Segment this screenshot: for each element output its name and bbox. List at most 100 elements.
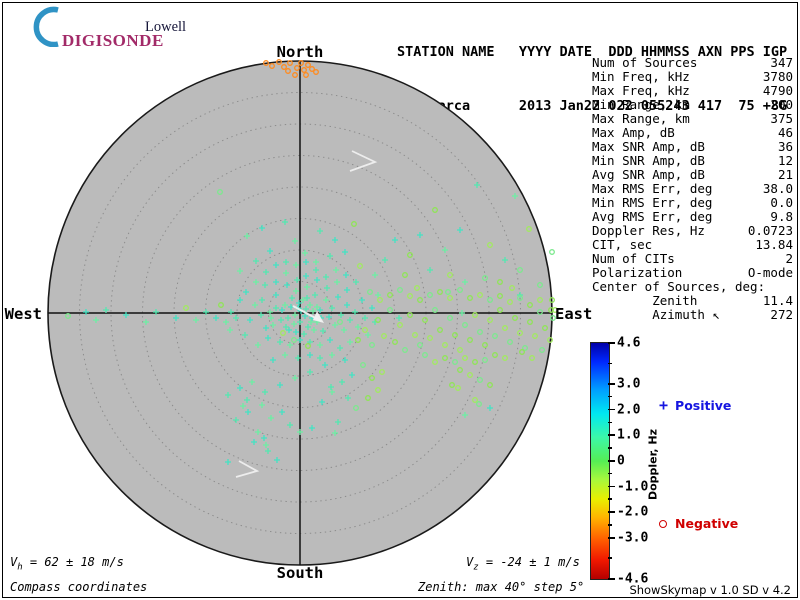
vertical-velocity-readout: Vz = -24 ± 1 m/s — [466, 555, 580, 572]
source-point-negative — [294, 65, 300, 71]
source-point-negative — [432, 207, 438, 213]
source-point-positive — [273, 262, 279, 268]
source-point-positive — [193, 317, 199, 323]
source-point-negative — [402, 347, 408, 353]
vh-value: = 62 ± 18 m/s — [22, 555, 124, 569]
info-value: 9.8 — [770, 209, 793, 224]
source-point-positive — [319, 399, 325, 405]
source-point-negative — [298, 60, 304, 66]
source-point-negative — [507, 299, 513, 305]
source-point-positive — [283, 324, 289, 330]
source-point-negative — [457, 367, 463, 373]
source-point-positive — [293, 329, 299, 335]
source-point-negative — [303, 72, 309, 78]
logo-digisonde-text: DIGISONDE — [62, 31, 164, 50]
horizontal-velocity-readout: Vh = 62 ± 18 m/s — [10, 555, 124, 572]
source-point-positive — [302, 250, 308, 256]
plus-symbol-icon: + — [659, 396, 669, 414]
source-point-negative — [375, 387, 381, 393]
source-point-positive — [317, 355, 323, 361]
source-point-positive — [277, 339, 283, 345]
source-point-positive — [259, 225, 265, 231]
source-point-positive — [512, 193, 518, 199]
info-row: Avg RMS Err, deg 9.8 — [592, 210, 793, 224]
source-point-negative — [467, 295, 473, 301]
source-point-positive — [293, 288, 299, 294]
source-point-negative — [539, 347, 545, 353]
info-value: 46 — [777, 125, 793, 140]
source-point-negative — [532, 333, 538, 339]
source-point-positive — [247, 317, 253, 323]
source-point-negative — [449, 382, 455, 388]
source-point-positive — [263, 269, 269, 275]
info-row: Num of CITs 2 — [592, 252, 793, 266]
legend-negative-label: Negative — [675, 516, 739, 531]
coordinate-system-note: Compass coordinates — [10, 580, 148, 594]
source-point-positive — [93, 317, 99, 323]
source-point-negative — [360, 362, 366, 368]
source-point-positive — [328, 384, 334, 390]
source-point-negative — [218, 302, 224, 308]
colorbar-major-tick — [608, 511, 615, 513]
source-point-negative — [365, 395, 371, 401]
source-point-negative — [552, 307, 558, 313]
source-point-positive — [301, 331, 307, 337]
source-point-positive — [285, 315, 291, 321]
source-point-positive — [244, 397, 250, 403]
info-row: Min RMS Err, deg 0.0 — [592, 196, 793, 210]
source-point-positive — [308, 319, 314, 325]
source-point-positive — [143, 319, 149, 325]
source-point-negative — [381, 333, 387, 339]
software-version-credit: ShowSkymap v 1.0 SD v 4.2 — [629, 583, 791, 597]
source-point-positive — [362, 315, 368, 321]
source-point-positive — [304, 284, 310, 290]
source-point-negative — [549, 297, 555, 303]
source-point-positive — [442, 247, 448, 253]
source-point-positive — [259, 402, 265, 408]
info-value: 2 — [785, 251, 793, 266]
source-point-negative — [379, 369, 385, 375]
compass-label-north: North — [276, 43, 324, 61]
legend-negative: Negative — [659, 516, 738, 531]
source-point-negative — [542, 325, 548, 331]
source-point-positive — [427, 267, 433, 273]
source-point-positive — [353, 279, 359, 285]
source-point-negative — [487, 297, 493, 303]
info-label: Center of Sources, deg: — [592, 279, 766, 294]
source-point-positive — [372, 272, 378, 278]
vz-subscript: z — [473, 562, 479, 573]
info-row: Num of Sources 347 — [592, 56, 793, 70]
source-point-negative — [512, 315, 518, 321]
info-row: Center of Sources, deg: — [592, 280, 793, 294]
source-point-positive — [223, 319, 229, 325]
source-point-negative — [492, 333, 498, 339]
source-point-negative — [477, 329, 483, 335]
source-point-positive — [237, 297, 243, 303]
source-point-negative — [522, 345, 528, 351]
source-point-positive — [263, 442, 269, 448]
source-point-positive — [345, 395, 351, 401]
info-row: Max Range, km 375 — [592, 112, 793, 126]
info-value: 200 — [770, 97, 793, 112]
source-point-negative — [529, 355, 535, 361]
colorbar-major-tick — [608, 434, 615, 436]
source-point-negative — [442, 355, 448, 361]
source-point-positive — [517, 292, 523, 298]
compass-label-west: West — [4, 305, 42, 323]
source-point-positive — [369, 305, 375, 311]
source-point-negative — [417, 297, 423, 303]
source-point-negative — [467, 372, 473, 378]
info-label: Min Freq, kHz — [592, 69, 690, 84]
info-row: Max Amp, dB 46 — [592, 126, 793, 140]
source-point-positive — [313, 267, 319, 273]
colorbar-tick-label: 1.0 — [617, 427, 641, 443]
source-point-positive — [382, 257, 388, 263]
info-label: Num of Sources — [592, 55, 698, 70]
source-point-negative — [517, 267, 523, 273]
source-point-positive — [103, 307, 109, 313]
source-point-negative — [432, 359, 438, 365]
source-point-positive — [233, 417, 239, 423]
info-label: Max Range, km — [592, 111, 690, 126]
source-point-positive — [279, 409, 285, 415]
source-point-positive — [255, 342, 261, 348]
